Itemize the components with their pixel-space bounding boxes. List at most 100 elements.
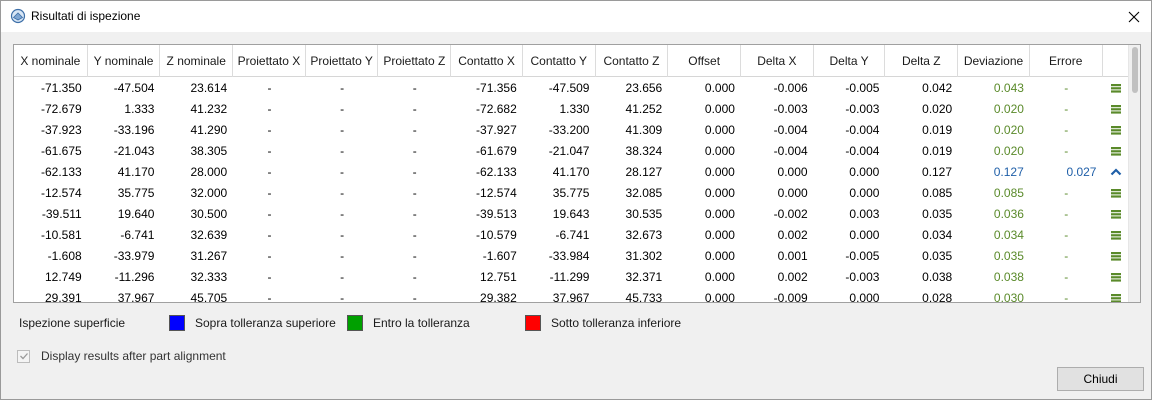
window-title: Risultati di ispezione	[31, 9, 141, 23]
column-header[interactable]: Proiettato Y	[306, 45, 379, 77]
display-after-alignment-option[interactable]: Display results after part alignment	[17, 348, 226, 364]
table-cell: -	[267, 185, 272, 200]
table-row[interactable]: 12.749 -11.296 32.333 - - - 12.751 -11.299 32.37…	[14, 266, 1129, 287]
column-header[interactable]: Proiettato X	[233, 45, 306, 77]
table-cell: -0.004	[773, 143, 808, 158]
table-cell: -0.003	[845, 101, 880, 116]
table-cell: 0.019	[922, 122, 953, 137]
column-header[interactable]: Proiettato Z	[378, 45, 452, 77]
table-cell: 0.020	[993, 143, 1024, 158]
table-cell: -	[340, 248, 345, 263]
display-after-alignment-checkbox[interactable]	[17, 349, 30, 363]
table-cell: 45.705	[190, 290, 228, 303]
table-cell: -	[1064, 248, 1069, 263]
close-icon[interactable]	[1117, 1, 1151, 32]
table-cell: -10.581	[41, 227, 82, 242]
column-header[interactable]: Contatto X	[451, 45, 523, 77]
table-cell: 23.656	[625, 80, 663, 95]
table-cell: -39.513	[476, 206, 517, 221]
column-header[interactable]: Offset	[668, 45, 742, 77]
scrollbar-thumb[interactable]	[1132, 47, 1138, 93]
table-cell: -62.133	[41, 164, 82, 179]
column-header[interactable]: Delta X	[741, 45, 814, 77]
table-row[interactable]: -37.923 -33.196 41.290 - - - -37.927 -33.200 41.…	[14, 119, 1129, 140]
table-cell: 45.733	[625, 290, 663, 303]
table-cell: 32.371	[625, 269, 663, 284]
table-row[interactable]: -1.608 -33.979 31.267 - - - -1.607 -33.984 31.30…	[14, 245, 1129, 266]
column-header[interactable]: Y nominale	[88, 45, 161, 77]
table-cell: -	[267, 143, 272, 158]
table-row[interactable]: -71.350 -47.504 23.614 - - - -71.356 -47.509 23.…	[14, 77, 1129, 98]
table-cell: -1.608	[47, 248, 82, 263]
table-cell: -61.679	[476, 143, 517, 158]
table-cell: 0.000	[704, 185, 735, 200]
equals-icon	[1103, 266, 1130, 287]
table-row[interactable]: -12.574 35.775 32.000 - - - -12.574 35.775 32.08…	[14, 182, 1129, 203]
legend: Ispezione superficie Sopra tolleranza su…	[1, 315, 1151, 333]
table-cell: 37.967	[552, 290, 590, 303]
table-cell: -	[267, 290, 272, 303]
table-row[interactable]: -10.581 -6.741 32.639 - - - -10.579 -6.741 32.67…	[14, 224, 1129, 245]
table-cell: -11.299	[549, 269, 590, 284]
column-header[interactable]: Contatto Y	[523, 45, 596, 77]
close-button[interactable]: Chiudi	[1057, 367, 1144, 391]
equals-icon	[1103, 245, 1130, 266]
inspection-app-icon	[10, 8, 26, 24]
table-cell: -39.511	[41, 206, 82, 221]
table-cell: -	[412, 248, 417, 263]
table-cell: 35.775	[552, 185, 590, 200]
table-cell: 32.000	[190, 185, 228, 200]
table-cell: 0.035	[922, 248, 953, 263]
table-cell: -	[412, 290, 417, 303]
table-cell: -	[1064, 290, 1069, 303]
column-header[interactable]: Errore	[1030, 45, 1103, 77]
table-cell: 0.036	[993, 206, 1024, 221]
equals-icon	[1103, 224, 1130, 245]
table-cell: 1.330	[559, 101, 590, 116]
table-cell: -	[412, 164, 417, 179]
table-row[interactable]: -72.679 1.333 41.232 - - - -72.682 1.330 41.252 0…	[14, 98, 1129, 119]
table-cell: 0.127	[993, 164, 1024, 179]
legend-swatch-below	[525, 315, 541, 331]
vertical-scrollbar[interactable]	[1128, 45, 1140, 302]
table-cell: -	[267, 269, 272, 284]
table-cell: 41.309	[625, 122, 663, 137]
table-cell: 23.614	[190, 80, 228, 95]
table-cell: 32.639	[190, 227, 228, 242]
table-cell: 0.038	[993, 269, 1024, 284]
table-cell: -	[412, 101, 417, 116]
table-cell: -	[412, 80, 417, 95]
legend-text-within: Entro la tolleranza	[373, 316, 470, 330]
table-cell: 0.034	[993, 227, 1024, 242]
table-cell: -	[340, 290, 345, 303]
equals-icon	[1103, 203, 1130, 224]
table-cell: -33.200	[548, 122, 590, 137]
table-cell: -	[267, 248, 272, 263]
table-cell: -	[340, 164, 345, 179]
column-header[interactable]: X nominale	[14, 45, 88, 77]
legend-text-above: Sopra tolleranza superiore	[195, 316, 336, 330]
table-cell: 0.043	[993, 80, 1024, 95]
table-row[interactable]: -62.133 41.170 28.000 - - - -62.133 41.170 28.12…	[14, 161, 1129, 182]
table-header: X nominale Y nominale Z nominale Proiettato…	[14, 45, 1129, 77]
column-header[interactable]: Contatto Z	[596, 45, 669, 77]
column-header[interactable]: Delta Y	[814, 45, 886, 77]
table-cell: -	[1064, 122, 1069, 137]
table-cell: -33.984	[548, 248, 590, 263]
table-cell: -0.004	[845, 143, 880, 158]
table-row[interactable]: -39.511 19.640 30.500 - - - -39.513 19.643 30.53…	[14, 203, 1129, 224]
results-table: X nominale Y nominale Z nominale Proiettato…	[13, 44, 1141, 303]
table-cell: 12.749	[45, 269, 82, 284]
table-row[interactable]: -61.675 -21.043 38.305 - - - -61.679 -21.047 38.…	[14, 140, 1129, 161]
table-cell: -	[1064, 227, 1069, 242]
table-row[interactable]: 29.391 37.967 45.705 - - - 29.382 37.967 45.733 0…	[14, 287, 1129, 303]
equals-icon	[1103, 140, 1130, 161]
column-header[interactable]	[1103, 45, 1130, 77]
column-header[interactable]: Z nominale	[160, 45, 234, 77]
column-header[interactable]: Deviazione	[958, 45, 1030, 77]
column-header[interactable]: Delta Z	[885, 45, 959, 77]
equals-icon	[1103, 182, 1130, 203]
table-cell: 0.000	[704, 248, 735, 263]
table-cell: -6.741	[120, 227, 155, 242]
table-cell: -37.923	[41, 122, 82, 137]
